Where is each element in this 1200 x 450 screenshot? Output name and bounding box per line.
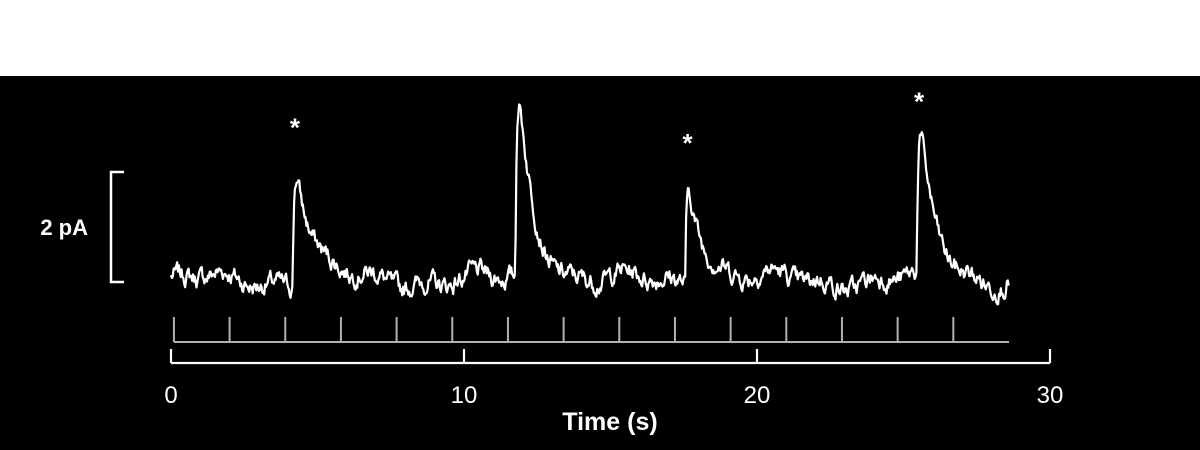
event-asterisk: * bbox=[683, 128, 694, 158]
x-axis-label: Time (s) bbox=[562, 408, 657, 436]
scale-bar: 2 pA bbox=[40, 170, 124, 284]
x-tick-label: 0 bbox=[164, 382, 177, 409]
recording-panel: 2 pA * * * 0 10 20 30 Time (s) bbox=[0, 76, 1200, 450]
current-trace-chart: 2 pA * * * 0 10 20 30 Time (s) bbox=[40, 86, 1063, 436]
current-trace-line bbox=[169, 103, 1010, 306]
x-tick-label: 20 bbox=[744, 382, 771, 409]
event-asterisk: * bbox=[290, 112, 301, 142]
event-markers: * * * bbox=[290, 86, 925, 158]
scale-bar-label: 2 pA bbox=[40, 215, 88, 240]
time-axis: 0 10 20 30 bbox=[164, 349, 1063, 409]
event-asterisk: * bbox=[914, 86, 925, 116]
x-tick-label: 10 bbox=[451, 382, 478, 409]
scale-bar-line bbox=[109, 170, 124, 284]
x-tick-label: 30 bbox=[1037, 382, 1064, 409]
stimulus-ticks bbox=[172, 317, 1009, 343]
